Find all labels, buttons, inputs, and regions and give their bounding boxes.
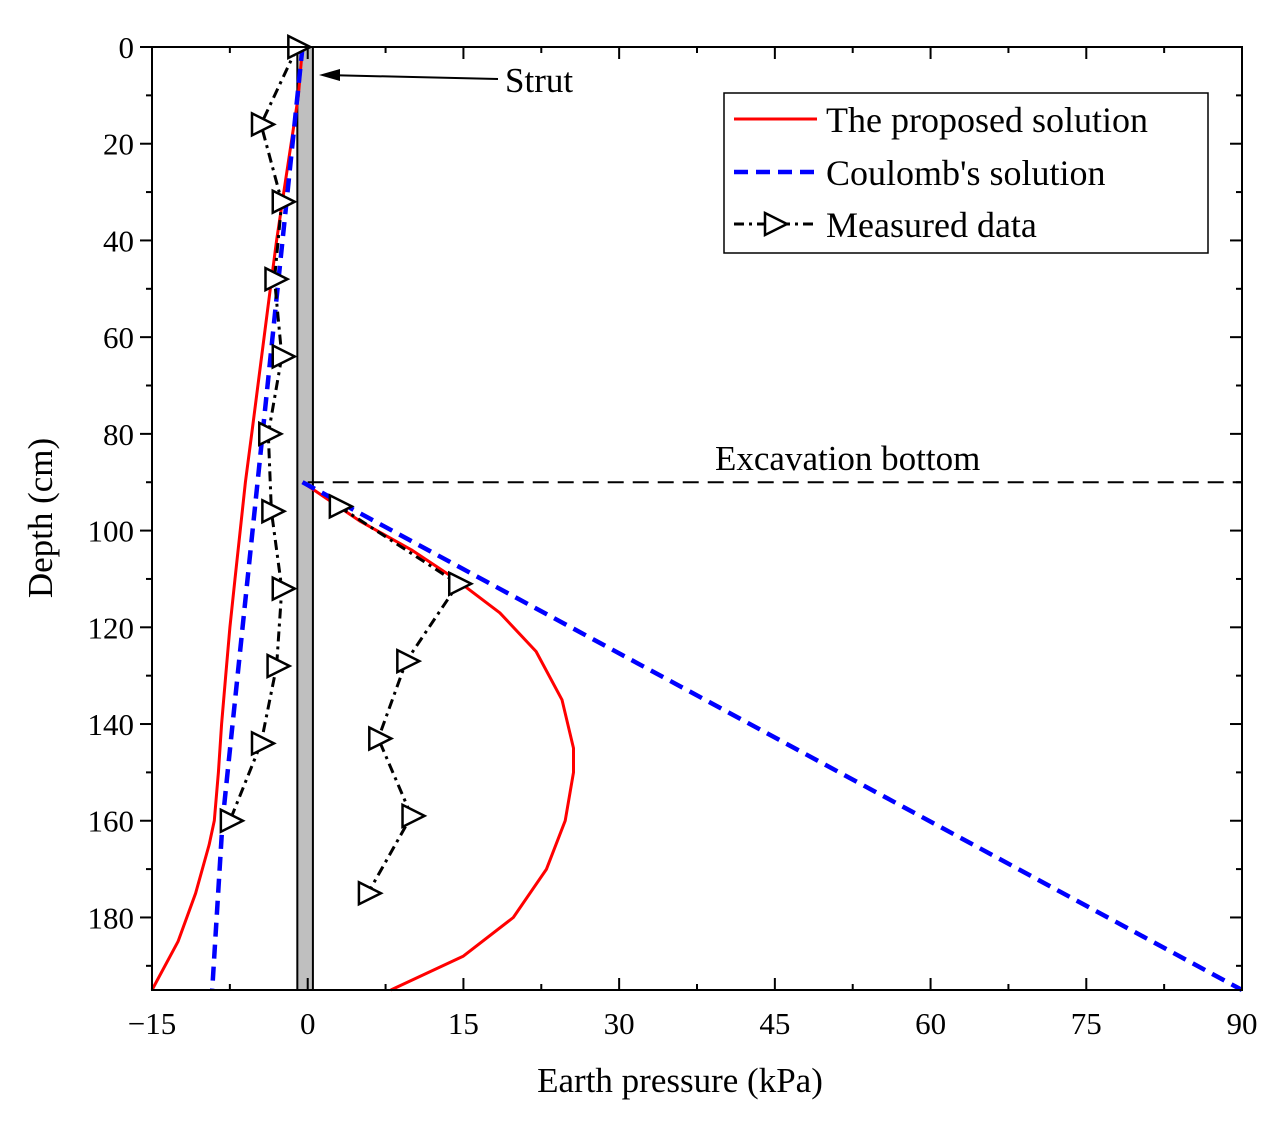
x-tick-label-0: −15 [128,1006,176,1041]
measured-point-0-7 [271,575,298,602]
series-coulomb-s-solution-segment-0 [209,46,305,991]
x-tick-label-6: 75 [1071,1006,1102,1041]
excavation-bottom-label: Excavation bottom [715,439,980,478]
legend-label-measured: Measured data [826,205,1037,245]
strut-arrow-head [319,69,340,81]
measured-point-1-3 [368,725,395,752]
measured-point-1-1 [447,570,475,597]
x-tick-label-7: 90 [1227,1006,1258,1041]
y-tick-label-3: 60 [103,320,134,355]
measured-point-0-5 [258,420,285,447]
measured-point-0-9 [250,730,277,757]
legend-label-proposed: The proposed solution [826,100,1148,140]
strut-label: Strut [505,61,573,100]
y-tick-label-1: 20 [103,127,134,162]
measured-point-0-2 [271,188,298,215]
x-tick-label-3: 30 [604,1006,635,1041]
series-the-proposed-solution-segment-0 [150,46,304,991]
y-tick-label-0: 0 [119,30,135,65]
measured-point-1-4 [401,802,428,829]
measured-point-0-10 [219,807,246,834]
x-tick-label-1: 0 [300,1006,316,1041]
series-the-proposed-solution-segment-1 [301,480,575,992]
x-axis-ticks: −15 0 15 30 45 60 75 90 [128,47,1258,1041]
x-tick-label-4: 45 [759,1006,790,1041]
y-tick-label-5: 100 [88,514,135,549]
y-tick-label-8: 160 [88,804,135,839]
series-measured-line-1 [338,505,460,895]
y-tick-label-7: 140 [88,707,135,742]
y-tick-label-2: 40 [103,223,134,258]
measured-point-0-8 [266,652,293,680]
measured-point-1-5 [357,880,384,907]
y-axis-title: Depth (cm) [21,438,60,598]
y-tick-label-4: 80 [103,417,134,452]
measured-markers-layer [219,33,475,907]
y-tick-label-9: 180 [88,900,135,935]
strut-structure [296,46,314,991]
legend: The proposed solution Coulomb's solution… [723,92,1209,254]
measured-point-0-1 [250,111,277,138]
x-tick-label-2: 15 [448,1006,479,1041]
y-axis-ticks: 0 20 40 60 80 100 120 140 160 180 [88,30,1242,967]
y-tick-label-6: 120 [88,610,135,645]
measured-point-1-0 [328,493,355,520]
strut-annotation: Strut [319,61,573,100]
legend-marker-measured [763,210,790,238]
measured-point-1-2 [396,648,423,675]
strut-bar [296,46,314,991]
x-tick-label-5: 60 [915,1006,946,1041]
x-axis-title: Earth pressure (kPa) [537,1061,823,1100]
legend-label-coulomb: Coulomb's solution [826,153,1106,193]
measured-point-0-4 [271,343,298,370]
measured-point-0-6 [261,498,288,525]
series-coulomb-s-solution-segment-1 [301,480,1244,992]
strut-arrow-line [324,74,499,80]
measured-point-0-3 [264,266,291,293]
